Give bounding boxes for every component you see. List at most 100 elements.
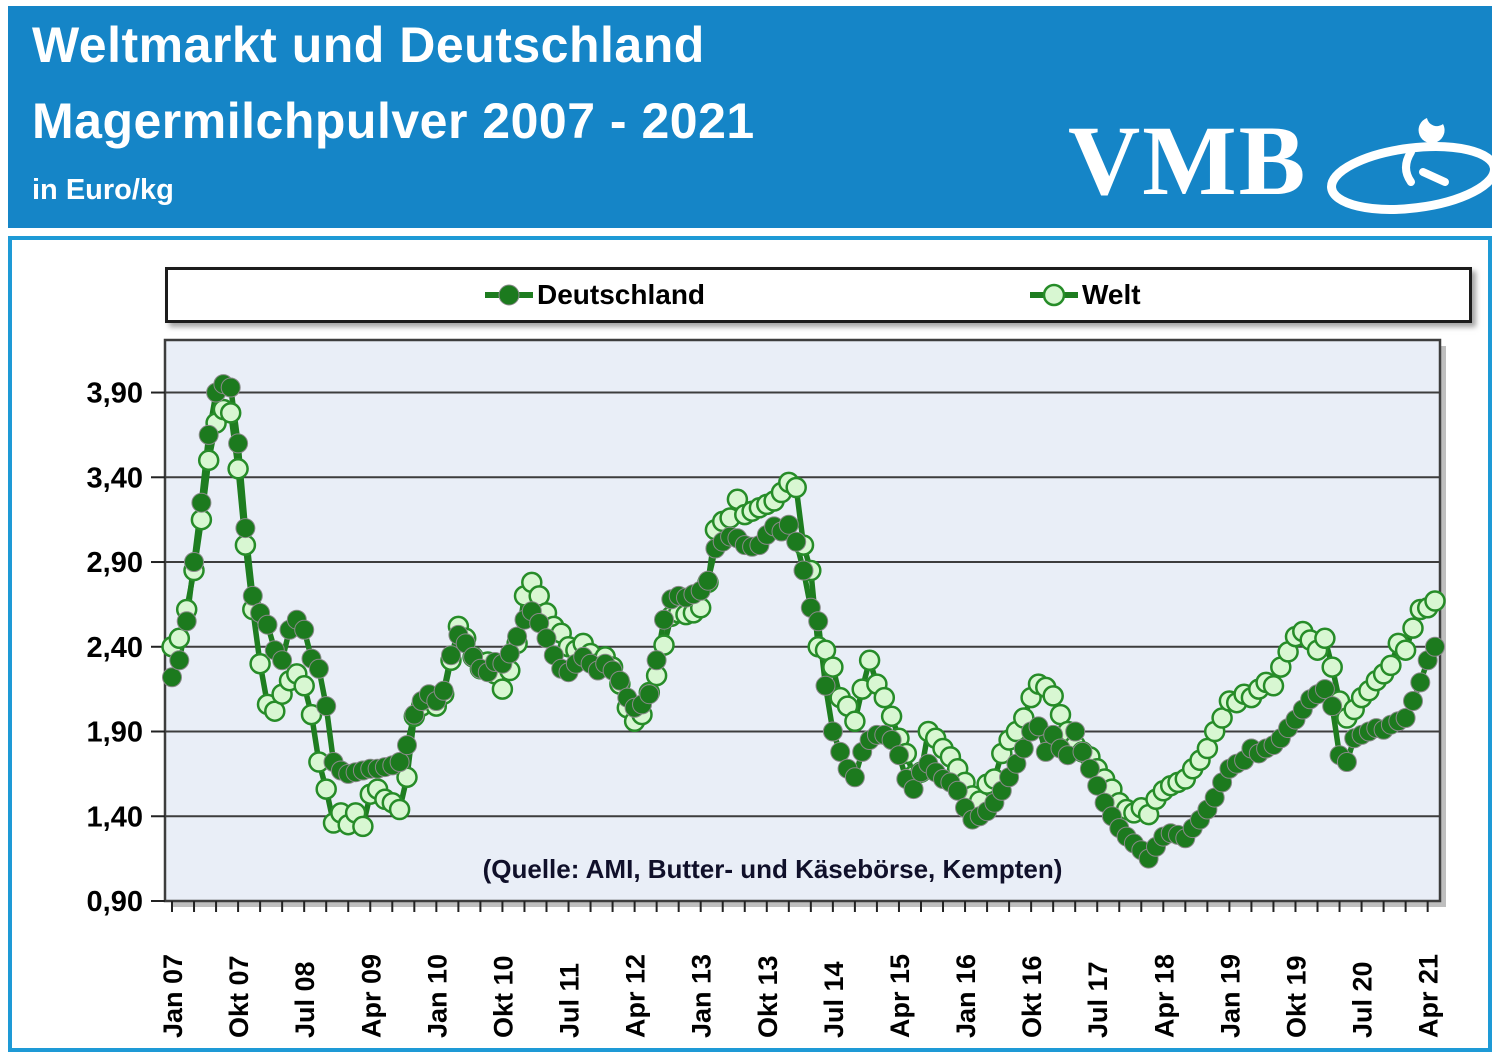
deutschland-point xyxy=(272,650,293,671)
deutschland-point xyxy=(536,628,557,649)
welt-point xyxy=(844,710,866,733)
welt-point xyxy=(880,705,903,728)
deutschland-point xyxy=(815,675,836,696)
vmb-logo-text: VMB xyxy=(1068,105,1308,216)
deutschland-point xyxy=(1087,775,1108,796)
deutschland-point xyxy=(257,614,278,635)
welt-point xyxy=(190,508,213,531)
deutschland-point xyxy=(889,745,909,766)
deutschland-point xyxy=(1079,758,1100,779)
deutschland-point xyxy=(1072,741,1093,762)
welt-point xyxy=(1042,685,1064,707)
deutschland-point xyxy=(639,684,660,705)
deutschland-point xyxy=(198,424,219,445)
x-axis-label: Apr 15 xyxy=(885,954,915,1038)
welt-point xyxy=(1262,675,1285,697)
deutschland-point xyxy=(228,433,249,454)
welt-point xyxy=(1380,654,1402,677)
y-axis-label: 0,90 xyxy=(87,886,143,918)
deutschland-point xyxy=(654,609,674,630)
x-axis-label: Jul 17 xyxy=(1083,961,1113,1038)
x-axis-label: Okt 19 xyxy=(1281,955,1311,1038)
deutschland-point xyxy=(1403,691,1423,711)
x-axis-label: Jan 16 xyxy=(951,954,981,1038)
deutschland-point xyxy=(903,779,924,800)
y-axis-label: 2,90 xyxy=(87,547,143,579)
welt-point xyxy=(234,534,257,556)
deutschland-point xyxy=(162,667,182,688)
y-axis-label: 2,40 xyxy=(87,632,143,664)
unit-label: in Euro/kg xyxy=(32,174,174,206)
x-axis-label: Okt 07 xyxy=(224,955,254,1038)
source-note: (Quelle: AMI, Butter- und Käsebörse, Kem… xyxy=(483,854,1063,884)
deutschland-point xyxy=(830,741,851,762)
plot-area xyxy=(163,338,1442,903)
welt-point xyxy=(1424,590,1446,612)
welt-point xyxy=(1321,656,1343,678)
deutschland-point xyxy=(822,721,843,742)
welt-point xyxy=(1402,617,1424,639)
x-axis-label: Jul 14 xyxy=(819,961,849,1038)
x-axis-label: Jan 07 xyxy=(158,954,188,1038)
y-axis-label: 1,90 xyxy=(87,717,143,749)
x-axis-label: Okt 13 xyxy=(753,955,783,1038)
welt-point xyxy=(197,449,220,472)
x-axis-label: Apr 18 xyxy=(1149,954,1179,1038)
deutschland-point xyxy=(242,585,263,606)
deutschland-point xyxy=(1395,708,1416,728)
vmb-logo: VMB xyxy=(1058,105,1498,226)
deutschland-point xyxy=(778,514,799,535)
x-axis-label: Jul 08 xyxy=(290,961,320,1038)
welt-point xyxy=(858,649,881,672)
deutschland-point xyxy=(220,377,241,398)
welt-point xyxy=(227,458,249,480)
x-axis-label: Okt 10 xyxy=(488,955,518,1038)
page-title-line2: Magermilchpulver 2007 - 2021 xyxy=(32,93,755,149)
deutschland-point xyxy=(786,531,807,552)
deutschland-point xyxy=(184,552,204,572)
welt-point xyxy=(1394,639,1417,661)
deutschland-point xyxy=(1425,636,1445,657)
welt-point xyxy=(293,675,315,697)
deutschland-point xyxy=(1065,721,1086,742)
x-axis-label: Apr 12 xyxy=(621,954,651,1038)
deutschland-point xyxy=(441,645,461,666)
deutschland-point xyxy=(1314,679,1335,700)
y-axis-label: 3,40 xyxy=(87,462,143,494)
y-axis-label: 3,90 xyxy=(87,378,143,410)
deutschland-point xyxy=(389,752,410,772)
deutschland-point xyxy=(169,650,190,671)
x-axis-label: Jan 19 xyxy=(1215,954,1245,1038)
welt-point xyxy=(249,652,271,675)
deutschland-point xyxy=(1336,752,1357,772)
x-axis-label: Apr 09 xyxy=(356,954,386,1038)
deutschland-point xyxy=(1322,696,1343,717)
legend-item-deutschland: Deutschland xyxy=(483,270,705,320)
x-axis-label: Jan 13 xyxy=(687,954,717,1038)
deutschland-point xyxy=(235,518,256,539)
welt-point xyxy=(1314,627,1336,650)
x-axis-label: Okt 16 xyxy=(1017,955,1047,1038)
welt-point xyxy=(168,627,191,650)
deutschland-point xyxy=(793,560,814,581)
deutschland-point xyxy=(609,670,630,691)
deutschland-point xyxy=(1013,738,1034,759)
deutschland-point xyxy=(698,570,718,591)
y-axis-label: 1,40 xyxy=(87,801,143,833)
deutschland-point xyxy=(308,658,329,679)
welt-point xyxy=(219,402,242,424)
deutschland-point xyxy=(294,619,315,640)
welt-point xyxy=(873,686,896,709)
deutschland-point xyxy=(947,780,968,801)
deutschland-point xyxy=(507,626,528,647)
welt-point xyxy=(822,656,844,678)
deutschland-point xyxy=(397,735,417,756)
legend: Deutschland Welt xyxy=(165,267,1472,323)
vmb-swirl-icon xyxy=(1327,118,1498,214)
legend-label-welt: Welt xyxy=(1082,279,1141,310)
welt-marker-icon xyxy=(1030,283,1078,307)
page-title-line1: Weltmarkt und Deutschland xyxy=(32,17,705,73)
deutschland-point xyxy=(499,643,520,664)
